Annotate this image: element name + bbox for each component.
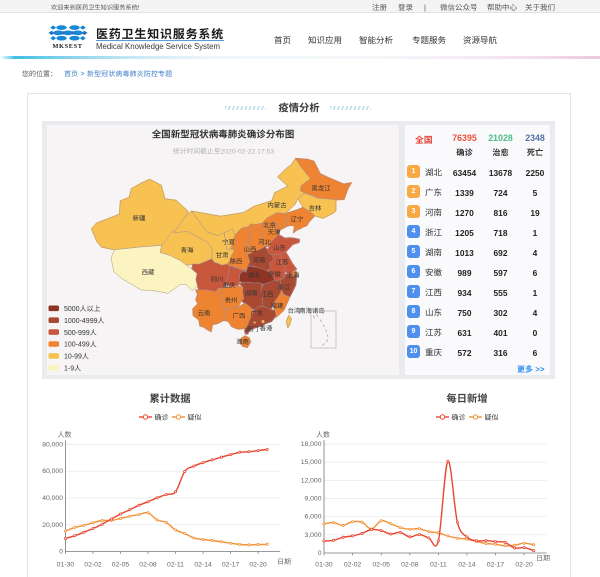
svg-text:>: > — [81, 71, 85, 78]
svg-text:02-14: 02-14 — [458, 562, 476, 569]
svg-text:02-05: 02-05 — [373, 562, 391, 569]
svg-text:40,000: 40,000 — [42, 495, 63, 502]
svg-text:02-20: 02-20 — [515, 562, 533, 569]
svg-text:02-17: 02-17 — [222, 562, 240, 569]
svg-text:02-08: 02-08 — [139, 562, 157, 569]
svg-text:80,000: 80,000 — [42, 442, 63, 449]
svg-text:02-02: 02-02 — [84, 562, 102, 569]
svg-text:1-9: 1-9 — [64, 366, 74, 373]
svg-text:12,000: 12,000 — [301, 477, 322, 484]
svg-text:20,000: 20,000 — [42, 522, 63, 529]
svg-text:9,000: 9,000 — [304, 496, 321, 503]
svg-text:02-08: 02-08 — [401, 562, 419, 569]
svg-text:02-20: 02-20 — [249, 562, 267, 569]
svg-text:01-30: 01-30 — [315, 562, 333, 569]
svg-text:02-11: 02-11 — [167, 562, 184, 569]
svg-text:500-999: 500-999 — [64, 330, 90, 337]
svg-text:02-11: 02-11 — [430, 562, 447, 569]
svg-text:02-17: 02-17 — [487, 562, 505, 569]
svg-text:!: ! — [138, 5, 140, 12]
svg-text:0: 0 — [59, 549, 63, 556]
svg-text:02-14: 02-14 — [194, 562, 212, 569]
svg-text:60,000: 60,000 — [42, 468, 63, 475]
svg-text:18,000: 18,000 — [301, 441, 322, 448]
svg-text:|: | — [424, 3, 426, 12]
svg-text:02-05: 02-05 — [112, 562, 130, 569]
svg-text:MKSEST: MKSEST — [52, 43, 82, 50]
svg-text:5000: 5000 — [64, 306, 80, 313]
svg-text:10-99: 10-99 — [64, 354, 82, 361]
svg-text:01-30: 01-30 — [57, 562, 75, 569]
svg-text:100-499: 100-499 — [64, 342, 90, 349]
svg-text:15,000: 15,000 — [301, 459, 322, 466]
svg-text:6,000: 6,000 — [304, 514, 321, 521]
svg-text:1000-4999: 1000-4999 — [64, 318, 98, 325]
svg-text:3,000: 3,000 — [304, 532, 321, 539]
svg-text:>>: >> — [533, 365, 545, 374]
svg-text:02-02: 02-02 — [344, 562, 362, 569]
svg-text:0: 0 — [318, 550, 322, 557]
svg-text:2020-02-22 17:53: 2020-02-22 17:53 — [221, 149, 275, 156]
